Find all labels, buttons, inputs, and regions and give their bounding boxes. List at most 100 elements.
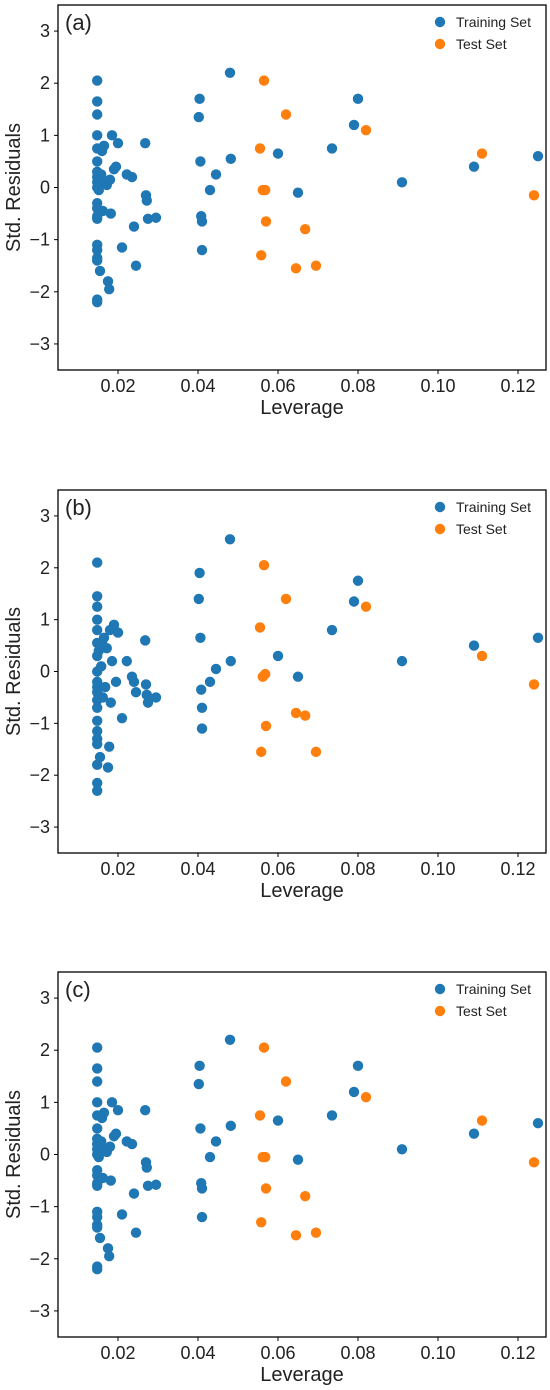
data-point xyxy=(348,596,360,607)
data-point xyxy=(468,1128,480,1139)
data-point xyxy=(121,655,132,667)
x-tick-label: 0.08 xyxy=(340,1343,375,1363)
data-point xyxy=(128,1188,140,1199)
series-test-set xyxy=(254,559,540,758)
data-point xyxy=(195,632,206,643)
x-tick-label: 0.04 xyxy=(180,859,215,879)
data-point xyxy=(528,679,540,690)
data-point xyxy=(292,1154,304,1165)
series-test-set xyxy=(254,75,540,274)
data-point xyxy=(310,260,322,271)
data-point xyxy=(92,1261,103,1272)
data-point xyxy=(102,762,114,773)
y-tick-label: 0 xyxy=(40,662,50,682)
data-point xyxy=(140,1104,151,1116)
data-point xyxy=(193,593,204,605)
data-point xyxy=(92,244,103,256)
data-point xyxy=(130,687,142,698)
data-point xyxy=(97,205,109,217)
data-point xyxy=(92,557,103,568)
data-point xyxy=(140,137,151,149)
data-point xyxy=(360,124,372,136)
data-point xyxy=(93,1151,105,1163)
data-point xyxy=(260,668,271,680)
data-point xyxy=(195,156,206,167)
x-tick-label: 0.08 xyxy=(340,376,375,396)
data-point xyxy=(352,93,364,105)
data-point xyxy=(254,622,266,633)
data-point xyxy=(92,591,103,602)
data-point xyxy=(260,216,272,227)
y-tick-label: 1 xyxy=(40,125,50,145)
data-point xyxy=(225,1120,236,1132)
data-point xyxy=(196,702,208,713)
data-point xyxy=(476,650,488,662)
data-point xyxy=(142,697,154,708)
legend: Training Set Test Set xyxy=(434,981,531,1019)
legend-label: Training Set xyxy=(456,981,531,997)
data-point xyxy=(260,1183,272,1194)
y-tick-label: −2 xyxy=(29,1249,50,1269)
x-tick-label: 0.12 xyxy=(500,376,535,396)
data-point xyxy=(126,1138,138,1150)
y-tick-label: −3 xyxy=(29,334,50,354)
data-point xyxy=(352,1060,364,1072)
x-tick-label: 0.04 xyxy=(180,1343,215,1363)
data-point xyxy=(92,715,103,726)
data-point xyxy=(292,187,304,198)
y-axis-label: Std. Residuals xyxy=(3,607,25,736)
data-point xyxy=(260,720,272,732)
data-point xyxy=(193,1078,204,1090)
legend: Training Set Test Set xyxy=(434,499,531,537)
y-tick-label: −2 xyxy=(29,282,50,302)
data-point xyxy=(92,738,103,750)
x-tick-label: 0.04 xyxy=(180,376,215,396)
data-point xyxy=(128,221,140,232)
data-point xyxy=(194,93,205,105)
data-point xyxy=(92,213,103,224)
plot-frame xyxy=(57,4,547,371)
data-point xyxy=(196,216,208,227)
data-point xyxy=(360,601,372,612)
data-point xyxy=(225,153,236,165)
data-point xyxy=(204,676,216,688)
data-point xyxy=(254,1110,266,1121)
y-tick-label: 1 xyxy=(40,610,50,630)
data-point xyxy=(396,655,408,667)
data-point xyxy=(396,177,408,188)
series-training-set xyxy=(92,67,544,308)
data-point xyxy=(96,1136,107,1147)
data-point xyxy=(105,697,117,708)
series-test-set xyxy=(254,1042,540,1241)
data-point xyxy=(92,1123,103,1134)
data-point xyxy=(92,1063,103,1074)
data-point xyxy=(254,143,266,154)
x-tick-label: 0.10 xyxy=(420,376,455,396)
data-point xyxy=(92,777,103,789)
data-point xyxy=(292,671,304,682)
data-point xyxy=(97,1172,109,1184)
data-point xyxy=(92,785,103,796)
panel-label: (a) xyxy=(65,10,92,35)
data-point xyxy=(96,169,107,180)
data-point xyxy=(290,1230,302,1241)
data-point xyxy=(105,208,117,219)
legend-marker xyxy=(434,983,446,995)
panel-label: (c) xyxy=(65,977,91,1002)
data-point xyxy=(196,1183,208,1194)
data-point xyxy=(92,1211,103,1223)
x-tick-label: 0.12 xyxy=(500,859,535,879)
data-point xyxy=(468,161,480,172)
data-point xyxy=(130,260,142,271)
series-training-set xyxy=(92,1034,544,1275)
y-tick-label: −1 xyxy=(29,713,50,733)
data-point xyxy=(92,702,103,713)
y-tick-label: 0 xyxy=(40,178,50,198)
data-point xyxy=(104,174,116,185)
data-point xyxy=(280,1076,292,1087)
data-point xyxy=(194,1060,205,1072)
data-point xyxy=(112,627,124,638)
data-point xyxy=(104,1141,116,1152)
data-point xyxy=(94,751,106,763)
